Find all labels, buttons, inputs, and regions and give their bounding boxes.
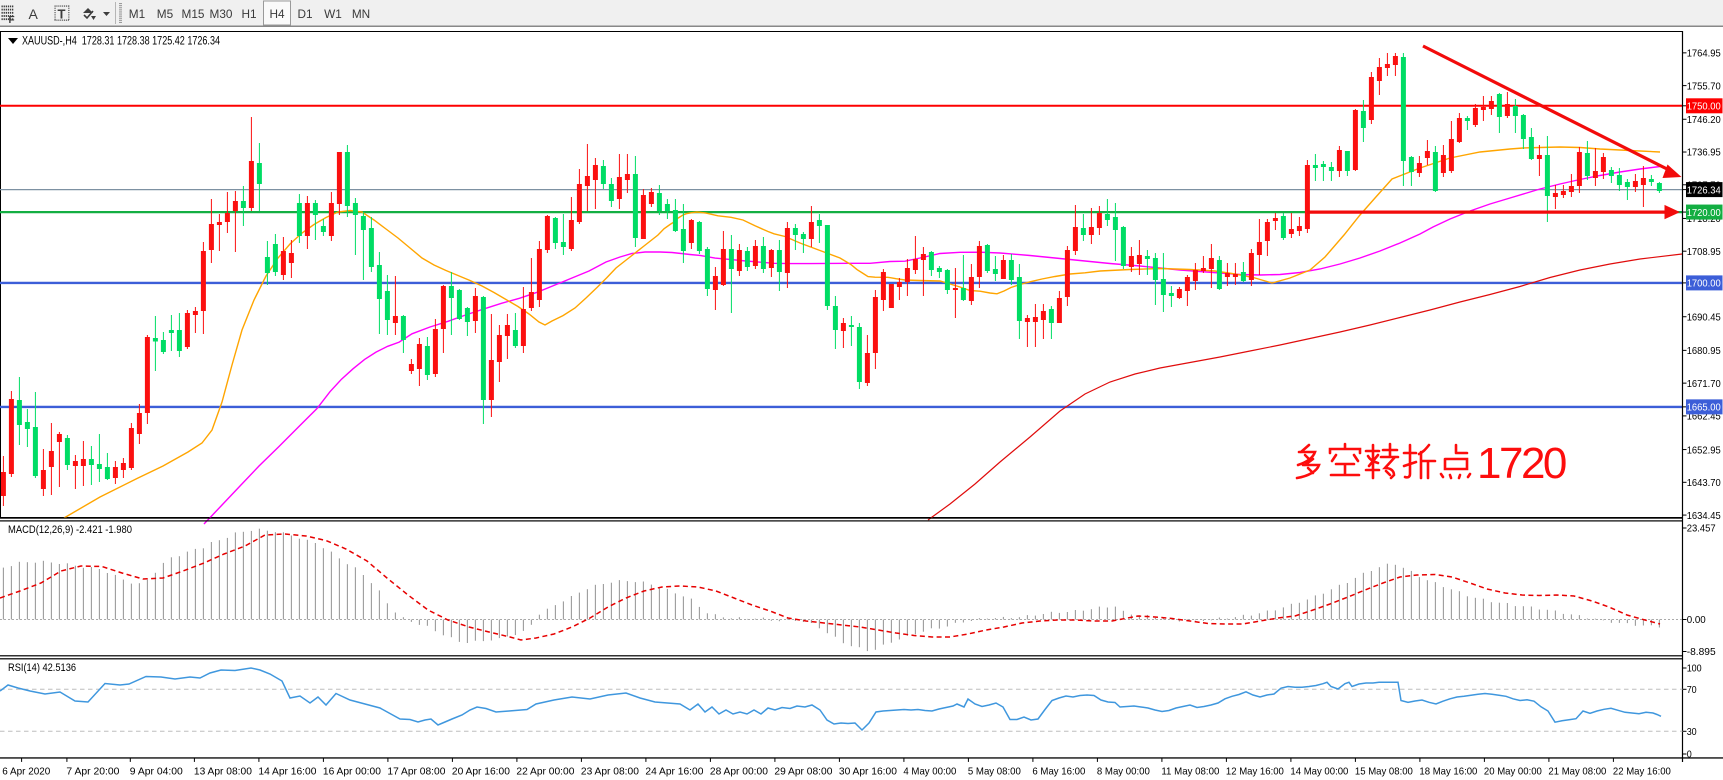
svg-text:0: 0 <box>1687 749 1692 761</box>
svg-text:4 May 00:00: 4 May 00:00 <box>903 766 956 778</box>
svg-text:9 Apr 04:00: 9 Apr 04:00 <box>130 766 183 778</box>
svg-text:XAUUSD-,H4 1728.31 1728.38 17: XAUUSD-,H4 1728.31 1728.38 1725.42 1726.… <box>22 36 220 48</box>
svg-text:1764.95: 1764.95 <box>1687 48 1721 60</box>
svg-text:5 May 08:00: 5 May 08:00 <box>968 766 1021 778</box>
svg-text:1720.00: 1720.00 <box>1687 207 1721 219</box>
svg-text:1755.70: 1755.70 <box>1687 80 1721 92</box>
svg-text:21 May 08:00: 21 May 08:00 <box>1548 766 1606 778</box>
svg-text:M5: M5 <box>157 7 174 21</box>
svg-text:M15: M15 <box>182 7 205 21</box>
svg-text:1750.00: 1750.00 <box>1687 101 1721 113</box>
svg-text:T: T <box>58 7 66 22</box>
svg-text:30: 30 <box>1687 726 1697 738</box>
svg-text:-8.895: -8.895 <box>1687 646 1716 658</box>
svg-text:1634.45: 1634.45 <box>1687 510 1721 522</box>
svg-text:17 Apr 08:00: 17 Apr 08:00 <box>387 766 445 778</box>
svg-text:20 May 00:00: 20 May 00:00 <box>1484 766 1542 778</box>
svg-text:18 May 16:00: 18 May 16:00 <box>1419 766 1477 778</box>
svg-text:D1: D1 <box>297 7 312 21</box>
svg-text:1643.70: 1643.70 <box>1687 477 1721 489</box>
svg-text:1700.00: 1700.00 <box>1687 278 1721 290</box>
svg-text:8 May 00:00: 8 May 00:00 <box>1097 766 1150 778</box>
svg-text:24 Apr 16:00: 24 Apr 16:00 <box>645 766 703 778</box>
svg-text:RSI(14) 42.5136: RSI(14) 42.5136 <box>8 662 76 674</box>
svg-text:1736.95: 1736.95 <box>1687 147 1721 159</box>
svg-text:1671.70: 1671.70 <box>1687 378 1721 390</box>
svg-text:7 Apr 20:00: 7 Apr 20:00 <box>66 766 119 778</box>
svg-text:20 Apr 16:00: 20 Apr 16:00 <box>452 766 510 778</box>
svg-text:14 May 00:00: 14 May 00:00 <box>1290 766 1348 778</box>
svg-text:12 May 16:00: 12 May 16:00 <box>1226 766 1284 778</box>
svg-text:11 May 08:00: 11 May 08:00 <box>1161 766 1219 778</box>
svg-text:1652.95: 1652.95 <box>1687 444 1721 456</box>
svg-text:29 Apr 08:00: 29 Apr 08:00 <box>774 766 832 778</box>
svg-text:30 Apr 16:00: 30 Apr 16:00 <box>839 766 897 778</box>
svg-text:23 Apr 08:00: 23 Apr 08:00 <box>581 766 639 778</box>
svg-text:F: F <box>9 15 15 26</box>
svg-text:H1: H1 <box>241 7 256 21</box>
svg-text:13 Apr 08:00: 13 Apr 08:00 <box>194 766 252 778</box>
svg-text:W1: W1 <box>324 7 342 21</box>
svg-text:16 Apr 00:00: 16 Apr 00:00 <box>323 766 381 778</box>
svg-text:1726.34: 1726.34 <box>1687 184 1721 196</box>
svg-text:1680.95: 1680.95 <box>1687 345 1721 357</box>
svg-text:1708.95: 1708.95 <box>1687 246 1721 258</box>
svg-text:70: 70 <box>1687 684 1697 696</box>
svg-text:28 Apr 00:00: 28 Apr 00:00 <box>710 766 768 778</box>
svg-text:1690.45: 1690.45 <box>1687 311 1721 323</box>
svg-text:23.457: 23.457 <box>1687 523 1716 535</box>
svg-text:H4: H4 <box>269 7 285 21</box>
svg-text:1746.20: 1746.20 <box>1687 114 1721 126</box>
svg-text:0.00: 0.00 <box>1687 614 1706 626</box>
svg-text:6 May 16:00: 6 May 16:00 <box>1032 766 1085 778</box>
svg-text:100: 100 <box>1687 663 1702 675</box>
svg-text:1720: 1720 <box>1477 439 1566 488</box>
svg-text:22 Apr 00:00: 22 Apr 00:00 <box>516 766 574 778</box>
svg-text:22 May 16:00: 22 May 16:00 <box>1613 766 1671 778</box>
svg-text:MN: MN <box>352 7 370 21</box>
svg-text:M30: M30 <box>210 7 233 21</box>
svg-text:15 May 08:00: 15 May 08:00 <box>1355 766 1413 778</box>
svg-text:M1: M1 <box>129 7 145 21</box>
svg-text:6 Apr 2020: 6 Apr 2020 <box>2 766 50 778</box>
svg-text:14 Apr 16:00: 14 Apr 16:00 <box>258 766 316 778</box>
svg-text:MACD(12,26,9) -2.421 -1.980: MACD(12,26,9) -2.421 -1.980 <box>8 524 132 536</box>
svg-text:1665.00: 1665.00 <box>1687 402 1721 414</box>
svg-text:A: A <box>29 6 39 22</box>
